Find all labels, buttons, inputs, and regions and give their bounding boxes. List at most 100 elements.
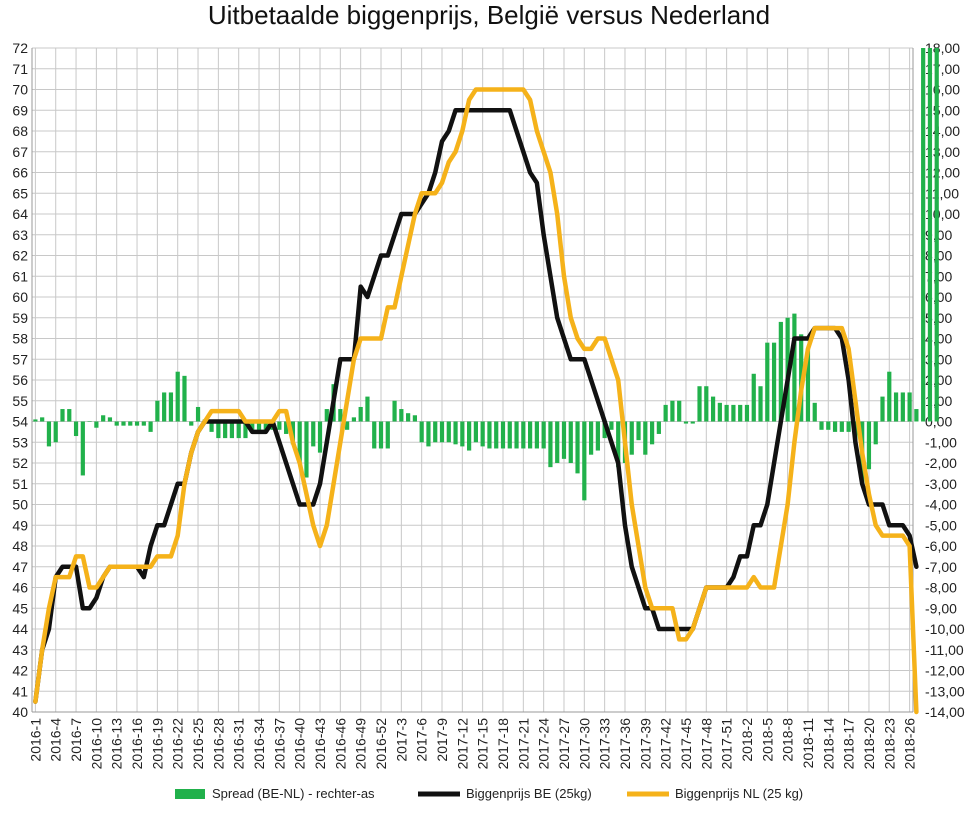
spread-bar xyxy=(182,375,187,422)
spread-bar xyxy=(345,421,350,430)
spread-bar xyxy=(738,404,743,422)
x-tick-label: 2016-16 xyxy=(129,718,145,770)
y-tick-left: 63 xyxy=(12,227,28,243)
spread-bar xyxy=(128,421,133,426)
spread-bar xyxy=(507,421,512,449)
y-tick-left: 67 xyxy=(12,144,28,160)
y-tick-left: 54 xyxy=(12,414,28,430)
x-tick-label: 2017-48 xyxy=(698,718,714,770)
y-tick-right: -13,00 xyxy=(925,683,965,699)
y-tick-right: -12,00 xyxy=(925,663,965,679)
spread-bar xyxy=(338,409,343,422)
x-tick-label: 2018-5 xyxy=(759,718,775,762)
spread-bar xyxy=(582,421,587,501)
y-tick-right: 17,00 xyxy=(925,61,960,77)
y-tick-left: 70 xyxy=(12,82,28,98)
y-tick-left: 42 xyxy=(12,663,28,679)
y-tick-right: 14,00 xyxy=(925,123,960,139)
y-tick-left: 47 xyxy=(12,559,28,575)
spread-bar xyxy=(921,48,926,422)
x-tick-label: 2016-1 xyxy=(27,718,43,762)
spread-bar xyxy=(616,421,621,468)
y-tick-left: 53 xyxy=(12,434,28,450)
spread-bar xyxy=(46,421,52,447)
y-tick-left: 69 xyxy=(12,102,28,118)
x-tick-label: 2017-33 xyxy=(597,718,613,770)
y-tick-left: 61 xyxy=(12,268,28,284)
spread-bar xyxy=(724,404,729,422)
spread-bar xyxy=(670,400,675,422)
spread-bar xyxy=(717,402,722,422)
spread-bar xyxy=(256,421,262,430)
spread-bar xyxy=(236,421,241,439)
spread-bar xyxy=(643,421,648,455)
spread-bar xyxy=(541,421,546,449)
spread-bar xyxy=(704,386,709,422)
spread-bar xyxy=(602,421,607,439)
spread-bar xyxy=(284,421,289,434)
spread-bar xyxy=(528,421,533,449)
spread-bar xyxy=(317,421,323,453)
spread-bar xyxy=(209,421,214,432)
y-tick-left: 57 xyxy=(12,351,28,367)
x-tick-label: 2017-3 xyxy=(393,718,409,762)
chart-title: Uitbetaalde biggenprijs, België versus N… xyxy=(208,0,770,30)
x-tick-label: 2016-10 xyxy=(88,718,104,770)
y-tick-right: 13,00 xyxy=(925,144,960,160)
y-tick-right: -9,00 xyxy=(925,600,957,616)
spread-bar xyxy=(40,417,45,422)
spread-bar xyxy=(900,392,905,422)
spread-bar xyxy=(67,409,72,422)
x-tick-label: 2017-30 xyxy=(576,718,592,770)
spread-bar xyxy=(500,421,506,449)
y-tick-right: 12,00 xyxy=(925,165,960,181)
spread-bar xyxy=(805,348,811,422)
spread-bar xyxy=(141,421,146,426)
series-line-be xyxy=(33,108,919,704)
spread-bar xyxy=(304,421,309,478)
spread-bar xyxy=(927,48,933,422)
spread-bar xyxy=(73,421,79,437)
spread-bar xyxy=(101,415,106,422)
spread-bar xyxy=(663,404,668,422)
y-tick-left: 45 xyxy=(12,600,28,616)
y-tick-right: -7,00 xyxy=(925,559,957,575)
y-tick-left: 44 xyxy=(12,621,28,637)
y-tick-right: 10,00 xyxy=(925,206,960,222)
spread-bar xyxy=(168,392,174,422)
spread-bar xyxy=(433,421,438,443)
spread-bar xyxy=(873,421,878,445)
spread-bar xyxy=(148,421,153,432)
spread-bar xyxy=(223,421,228,439)
spread-bar xyxy=(819,421,824,430)
spread-bar xyxy=(751,373,756,422)
y-tick-left: 58 xyxy=(12,331,28,347)
y-tick-left: 43 xyxy=(12,642,28,658)
y-tick-left: 72 xyxy=(12,40,28,56)
spread-bar xyxy=(731,404,736,422)
spread-bar xyxy=(426,421,431,447)
spread-bar xyxy=(114,421,119,426)
spread-bar xyxy=(378,421,384,449)
x-tick-label: 2016-37 xyxy=(271,718,287,770)
x-tick-label: 2016-34 xyxy=(251,718,267,770)
x-tick-label: 2017-6 xyxy=(414,718,430,762)
spread-bar xyxy=(134,421,140,426)
spread-bar xyxy=(832,421,838,432)
x-tick-label: 2018-26 xyxy=(902,718,918,770)
x-tick-label: 2017-27 xyxy=(556,718,572,770)
spread-bar xyxy=(548,421,553,468)
spread-bar xyxy=(385,421,390,449)
spread-bars xyxy=(33,48,939,501)
spread-bar xyxy=(446,421,451,443)
spread-bar xyxy=(358,406,363,422)
x-tick-label: 2018-20 xyxy=(861,718,877,770)
x-tick-label: 2016-46 xyxy=(332,718,348,770)
spread-bar xyxy=(792,313,797,422)
spread-bar xyxy=(195,406,201,422)
spread-bar xyxy=(80,421,85,476)
spread-bar xyxy=(826,421,831,430)
x-tick-label: 2017-18 xyxy=(495,718,511,770)
spread-bar xyxy=(683,421,689,424)
spread-bar xyxy=(690,421,695,424)
